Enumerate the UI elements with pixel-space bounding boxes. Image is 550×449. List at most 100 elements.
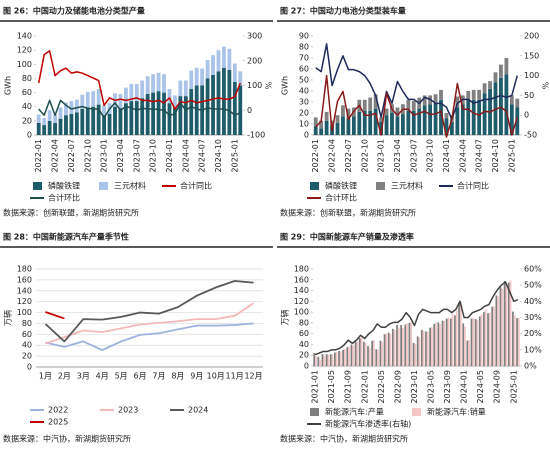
bar bbox=[412, 342, 415, 366]
bar bbox=[483, 312, 485, 366]
y2-tick-label: 150 bbox=[524, 51, 539, 60]
bar bbox=[113, 106, 117, 135]
line bbox=[315, 74, 518, 138]
y-tick-label: 60 bbox=[299, 65, 309, 74]
figure-source: 数据来源：中汽协，新湖期货研究所 bbox=[280, 434, 408, 444]
bar bbox=[238, 71, 243, 86]
x-tick-label: 2024-01 bbox=[460, 370, 469, 403]
bar bbox=[411, 110, 416, 135]
line bbox=[45, 322, 254, 352]
bar bbox=[367, 346, 369, 366]
x-tick-label: 2024-07 bbox=[475, 139, 484, 172]
bar bbox=[36, 114, 41, 123]
bar bbox=[173, 95, 177, 109]
legend-label: 新能源汽车:产量 bbox=[325, 407, 384, 417]
bar bbox=[482, 83, 487, 94]
x-tick-label: 2022-01 bbox=[360, 370, 369, 403]
y-tick-label: 0 bbox=[304, 131, 309, 140]
bar bbox=[338, 350, 340, 366]
bar bbox=[443, 320, 446, 366]
x-tick-label: 9月 bbox=[190, 372, 203, 381]
y-tick-label: 140 bbox=[17, 32, 32, 41]
bar bbox=[325, 354, 328, 366]
bar bbox=[491, 306, 494, 366]
legend-label: 新能源汽车渗透率(右轴) bbox=[325, 419, 411, 429]
y-tick-label: 180 bbox=[294, 265, 309, 274]
bar bbox=[381, 341, 384, 366]
x-tick-label: 2024-04 bbox=[458, 139, 467, 172]
x-tick-label: 2023-07 bbox=[132, 139, 141, 172]
bar bbox=[107, 113, 112, 135]
bar bbox=[499, 64, 503, 78]
bar bbox=[315, 356, 317, 366]
legend-label: 新能源汽车:销量 bbox=[427, 407, 486, 417]
bar bbox=[317, 356, 320, 366]
bar bbox=[515, 107, 520, 135]
bar bbox=[36, 122, 41, 135]
line bbox=[38, 99, 241, 119]
bar bbox=[42, 125, 47, 135]
x-tick-label: 2024-04 bbox=[181, 139, 190, 172]
bar bbox=[205, 78, 210, 135]
bar bbox=[439, 89, 443, 100]
bar bbox=[444, 113, 449, 119]
bar bbox=[390, 113, 394, 135]
bar bbox=[384, 108, 389, 116]
bar bbox=[368, 348, 371, 366]
bar bbox=[430, 327, 433, 366]
bar bbox=[501, 288, 504, 366]
bar bbox=[91, 91, 96, 107]
bar bbox=[395, 116, 400, 135]
legend-swatch bbox=[33, 182, 42, 190]
y-tick-label: 140 bbox=[17, 286, 32, 295]
bar bbox=[411, 100, 416, 111]
bar bbox=[58, 118, 63, 135]
y2-tick-label: 30% bbox=[524, 313, 542, 322]
y-tick-label: 140 bbox=[294, 286, 309, 295]
x-tick-label: 11月 bbox=[226, 372, 244, 381]
bar bbox=[379, 121, 383, 135]
bar bbox=[418, 337, 421, 366]
y-tick-label: 70 bbox=[299, 54, 309, 63]
bar bbox=[383, 334, 386, 366]
bar bbox=[350, 344, 353, 366]
legend-label: 2023 bbox=[118, 406, 138, 415]
bar bbox=[211, 55, 215, 75]
bar bbox=[450, 121, 454, 135]
figure-source: 数据来源：中汽协，新湖期货研究所 bbox=[3, 434, 131, 444]
y2-tick-label: 100 bbox=[247, 81, 262, 90]
bar bbox=[313, 353, 316, 366]
bar bbox=[162, 74, 166, 93]
bar bbox=[433, 323, 436, 366]
y-tick-label: 80 bbox=[22, 74, 32, 83]
line bbox=[45, 311, 65, 320]
bar bbox=[339, 351, 342, 366]
bar bbox=[42, 118, 47, 126]
x-tick-label: 2025-01 bbox=[230, 139, 239, 172]
y2-tick-label: 300 bbox=[247, 32, 262, 41]
bar bbox=[331, 354, 334, 366]
bar bbox=[85, 91, 90, 108]
bar bbox=[509, 280, 512, 366]
bar bbox=[406, 323, 408, 366]
bar bbox=[493, 72, 498, 83]
bar bbox=[504, 58, 509, 75]
bar bbox=[439, 323, 442, 366]
bar bbox=[102, 115, 106, 135]
bar bbox=[459, 301, 462, 366]
bar bbox=[64, 102, 68, 116]
y2-tick-label: 50 bbox=[524, 91, 534, 100]
bar bbox=[384, 115, 389, 135]
x-tick-label: 2024-09 bbox=[493, 370, 502, 403]
x-tick-label: 2022-07 bbox=[344, 139, 353, 172]
bar bbox=[348, 346, 350, 366]
bar bbox=[53, 114, 57, 123]
bar bbox=[167, 89, 172, 104]
bar bbox=[354, 341, 357, 366]
y-tick-label: 60 bbox=[299, 329, 309, 338]
x-tick-label: 5月 bbox=[115, 372, 128, 381]
y-tick-label: 40 bbox=[22, 341, 32, 350]
bar bbox=[53, 122, 57, 135]
bar bbox=[517, 318, 520, 366]
